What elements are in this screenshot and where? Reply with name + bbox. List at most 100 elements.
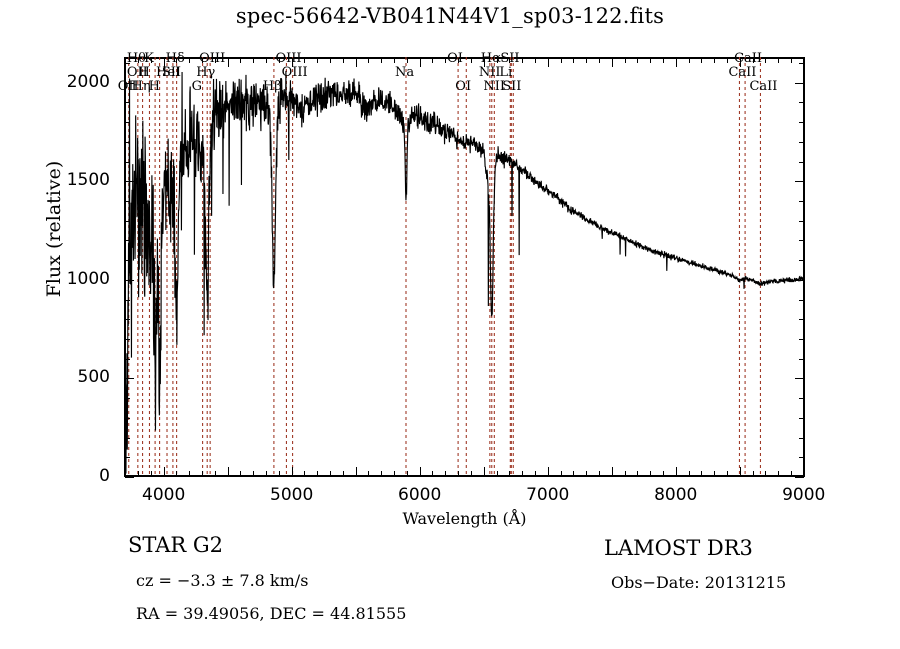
line-label-H-4861: Hβ [262, 79, 282, 94]
survey-label: LAMOST DR3 [604, 536, 753, 560]
axis-tick [202, 471, 203, 476]
axis-tick [484, 467, 485, 476]
axis-tick [317, 471, 318, 476]
line-label-OI-6300: OI [447, 51, 463, 66]
axis-tick [625, 471, 626, 476]
axis-tick [612, 58, 613, 67]
axis-tick [795, 477, 804, 478]
axis-tick [356, 467, 357, 476]
axis-tick [799, 359, 804, 360]
axis-tick [215, 471, 216, 476]
axis-tick [176, 471, 177, 476]
axis-tick [125, 339, 130, 340]
axis-tick [240, 58, 241, 63]
axis-tick [535, 471, 536, 476]
axis-tick [228, 467, 229, 476]
axis-tick [394, 58, 395, 63]
axis-tick [189, 58, 190, 63]
axis-tick [799, 221, 804, 222]
y-tick-label: 500 [77, 367, 110, 388]
axis-tick [799, 162, 804, 163]
axis-tick [799, 457, 804, 458]
line-label-OIII-4959: OIII [275, 51, 302, 66]
axis-tick [799, 319, 804, 320]
axis-tick [125, 240, 130, 241]
axis-tick [368, 471, 369, 476]
axis-tick [471, 58, 472, 63]
line-label-Li-6708: Li [499, 65, 513, 80]
axis-tick [420, 58, 421, 67]
axis-tick [138, 471, 139, 476]
axis-tick [637, 58, 638, 63]
axis-tick [795, 83, 804, 84]
axis-tick [407, 58, 408, 63]
x-tick-label: 8000 [654, 485, 698, 505]
axis-tick [484, 58, 485, 67]
axis-tick [304, 471, 305, 476]
y-tick-label: 1000 [66, 268, 110, 289]
axis-tick [330, 58, 331, 63]
axis-tick [125, 438, 130, 439]
axis-tick [266, 58, 267, 63]
axis-tick [740, 467, 741, 476]
line-label-Na-5893: Na [395, 65, 415, 80]
line-label-HeI-4026: HeI [156, 65, 181, 80]
axis-tick [202, 58, 203, 63]
line-label-OII-3798: OII [126, 65, 148, 80]
axis-tick [445, 471, 446, 476]
axis-tick [799, 240, 804, 241]
axis-tick [176, 58, 177, 63]
line-label-NII-6583: NII [483, 79, 505, 94]
axis-tick [522, 58, 523, 63]
axis-tick [125, 122, 130, 123]
axis-tick [799, 300, 804, 301]
axis-tick [799, 339, 804, 340]
axis-tick [125, 221, 130, 222]
axis-tick [125, 457, 130, 458]
axis-tick [799, 142, 804, 143]
axis-tick [753, 471, 754, 476]
axis-tick [151, 58, 152, 63]
axis-tick [799, 63, 804, 64]
axis-tick [804, 58, 805, 67]
coords-label: RA = 39.49056, DEC = 44.81555 [136, 604, 407, 623]
axis-tick [637, 471, 638, 476]
axis-tick [701, 471, 702, 476]
axis-tick [125, 58, 126, 63]
axis-tick [573, 471, 574, 476]
spectrum-canvas [124, 57, 805, 477]
axis-tick [125, 319, 130, 320]
axis-tick [778, 58, 779, 63]
line-label-OI-6364: OI [455, 79, 472, 94]
axis-tick [432, 58, 433, 63]
axis-tick [676, 467, 677, 476]
axis-tick [394, 471, 395, 476]
axis-tick [727, 58, 728, 63]
axis-tick [125, 260, 130, 261]
line-label-H-3835: Hη [131, 79, 151, 94]
x-axis-title: Wavelength (Å) [402, 509, 527, 528]
axis-tick [215, 58, 216, 63]
axis-tick [125, 201, 130, 202]
axis-tick [509, 471, 510, 476]
axis-tick [445, 58, 446, 63]
axis-tick [650, 471, 651, 476]
axis-tick [151, 471, 152, 476]
axis-tick [535, 58, 536, 63]
axis-tick [586, 471, 587, 476]
axis-tick [561, 58, 562, 63]
axis-tick [799, 122, 804, 123]
object-class-label: STAR G2 [128, 533, 224, 557]
axis-tick [497, 471, 498, 476]
axis-tick [292, 467, 293, 476]
spectrum-trace [124, 70, 805, 474]
line-label-H-3968: H [148, 79, 160, 94]
axis-tick [138, 58, 139, 63]
axis-tick [343, 58, 344, 63]
line-label-OIII-5007: OIII [281, 65, 308, 80]
axis-tick [125, 142, 130, 143]
x-tick-label: 5000 [270, 485, 314, 505]
line-label-SII-4072: SII [161, 65, 182, 80]
x-tick-label: 4000 [142, 485, 186, 505]
